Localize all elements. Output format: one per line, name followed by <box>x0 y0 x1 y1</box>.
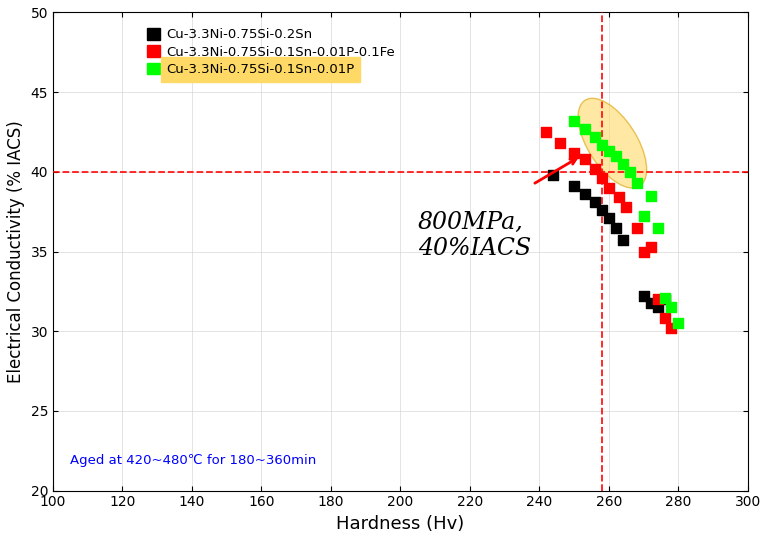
Point <box>658 295 670 303</box>
Point <box>624 167 636 176</box>
Point <box>568 182 581 191</box>
Point <box>578 155 591 164</box>
Point <box>613 193 625 201</box>
Ellipse shape <box>578 98 647 188</box>
Point <box>644 242 657 251</box>
Y-axis label: Electrical Conductivity (% IACS): Electrical Conductivity (% IACS) <box>7 120 25 383</box>
Point <box>596 140 608 149</box>
Point <box>568 148 581 157</box>
Point <box>610 152 622 160</box>
Point <box>651 224 664 232</box>
Point <box>596 206 608 214</box>
Point <box>578 190 591 199</box>
Text: Aged at 420~480℃ for 180~360min: Aged at 420~480℃ for 180~360min <box>70 454 316 467</box>
X-axis label: Hardness (Hv): Hardness (Hv) <box>336 515 465 533</box>
Point <box>651 295 664 303</box>
Legend: Cu-3.3Ni-0.75Si-0.2Sn, Cu-3.3Ni-0.75Si-0.1Sn-0.01P-0.1Fe, Cu-3.3Ni-0.75Si-0.1Sn-: Cu-3.3Ni-0.75Si-0.2Sn, Cu-3.3Ni-0.75Si-0… <box>143 24 399 80</box>
Point <box>603 147 615 156</box>
Point <box>617 236 629 245</box>
Point <box>658 314 670 323</box>
Point <box>644 192 657 200</box>
Point <box>547 171 559 179</box>
Point <box>589 164 601 173</box>
Point <box>631 224 643 232</box>
Point <box>637 292 650 300</box>
Point <box>637 247 650 256</box>
Point <box>540 127 552 136</box>
Point <box>651 303 664 312</box>
Point <box>617 159 629 168</box>
Point <box>610 224 622 232</box>
Point <box>589 198 601 206</box>
Point <box>596 174 608 183</box>
Point <box>554 139 567 147</box>
Point <box>665 324 677 333</box>
Point <box>620 202 632 211</box>
Point <box>672 319 684 328</box>
Point <box>568 117 581 125</box>
Point <box>631 179 643 187</box>
Point <box>644 298 657 307</box>
Point <box>578 125 591 133</box>
Point <box>637 212 650 221</box>
Point <box>603 184 615 192</box>
Point <box>603 214 615 222</box>
Point <box>589 132 601 141</box>
Text: 800MPa,
40%IACS: 800MPa, 40%IACS <box>418 211 531 260</box>
Point <box>665 303 677 312</box>
Point <box>658 293 670 302</box>
